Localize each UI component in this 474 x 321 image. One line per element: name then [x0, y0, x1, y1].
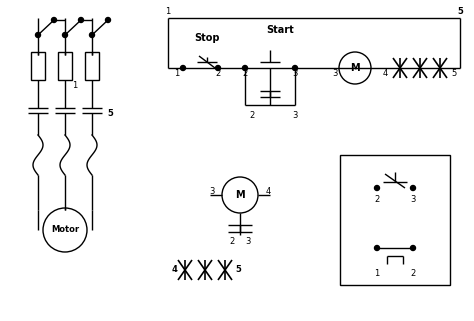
Circle shape: [52, 18, 56, 22]
Circle shape: [63, 32, 67, 38]
Text: 2: 2: [410, 268, 416, 277]
Bar: [31, 52, 45, 80]
Bar: [340, 155, 450, 285]
Text: 4: 4: [383, 70, 388, 79]
Circle shape: [374, 246, 380, 250]
Text: 2: 2: [249, 110, 255, 119]
Text: 1: 1: [165, 7, 171, 16]
Circle shape: [181, 65, 185, 71]
Text: 2: 2: [242, 70, 247, 79]
Text: 1: 1: [73, 81, 78, 90]
Text: 1: 1: [374, 268, 380, 277]
Text: 4: 4: [265, 187, 271, 195]
Text: 5: 5: [451, 70, 456, 79]
Bar: [85, 52, 99, 80]
Text: 2: 2: [229, 238, 235, 247]
Text: 3: 3: [246, 238, 251, 247]
Bar: [58, 52, 72, 80]
Text: M: M: [235, 190, 245, 200]
Text: 2: 2: [374, 195, 380, 204]
Text: M: M: [350, 63, 360, 73]
Text: 3: 3: [410, 195, 416, 204]
Circle shape: [36, 32, 40, 38]
Text: 3: 3: [210, 187, 215, 195]
Circle shape: [106, 18, 110, 22]
Circle shape: [374, 186, 380, 190]
Circle shape: [243, 65, 247, 71]
Circle shape: [216, 65, 220, 71]
Text: 3: 3: [332, 70, 337, 79]
Circle shape: [292, 65, 298, 71]
Text: Stop: Stop: [194, 33, 220, 43]
Circle shape: [410, 186, 416, 190]
Circle shape: [79, 18, 83, 22]
Text: 3: 3: [292, 70, 298, 79]
Text: 5: 5: [235, 265, 241, 274]
Text: 1: 1: [174, 70, 180, 79]
Text: Start: Start: [266, 25, 294, 35]
Text: Motor: Motor: [51, 225, 79, 235]
Text: 5: 5: [457, 7, 463, 16]
Circle shape: [410, 246, 416, 250]
Text: 3: 3: [292, 110, 298, 119]
Text: 5: 5: [107, 108, 113, 117]
Circle shape: [90, 32, 94, 38]
Text: 4: 4: [172, 265, 178, 274]
Text: 2: 2: [215, 70, 220, 79]
